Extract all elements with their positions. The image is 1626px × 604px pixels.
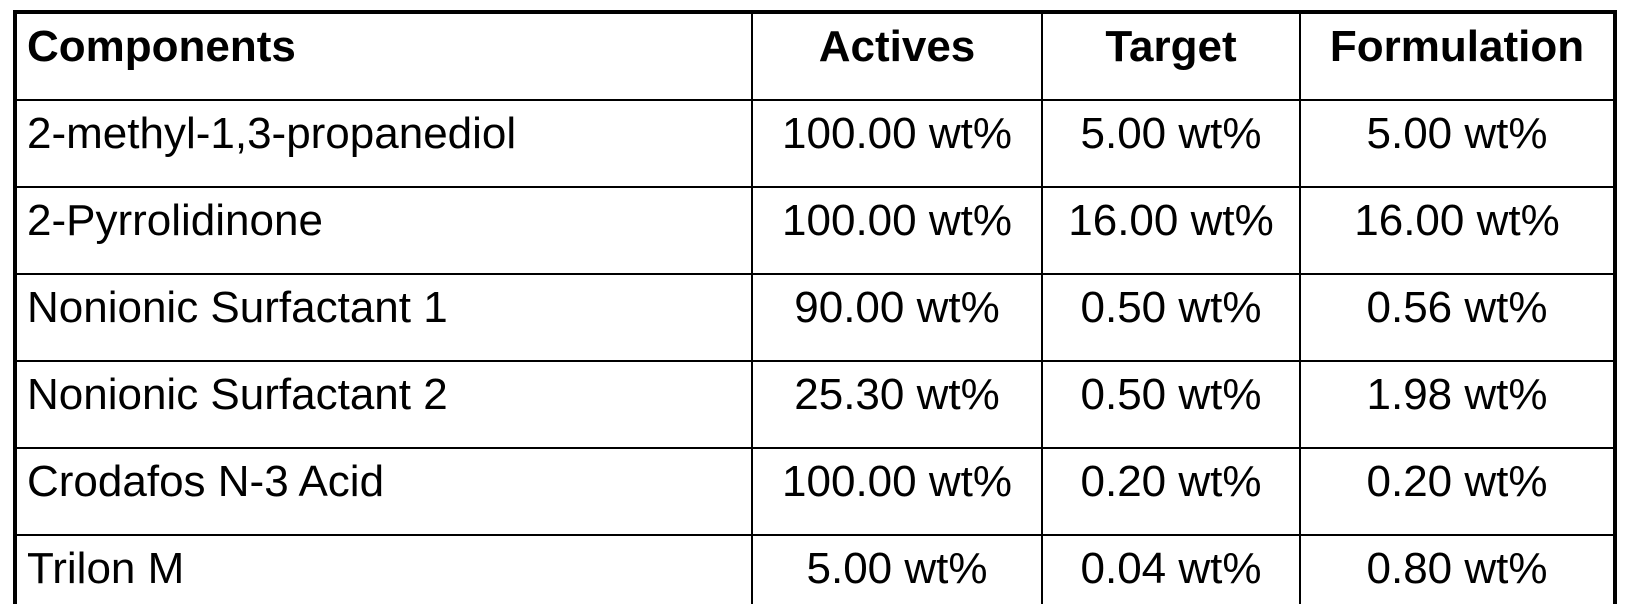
cell-target: 0.50 wt% (1041, 273, 1301, 362)
column-header-formulation: Formulation (1299, 11, 1616, 101)
cell-actives: 5.00 wt% (751, 534, 1043, 604)
column-header-components: Components (14, 11, 753, 101)
cell-component: Crodafos N-3 Acid (14, 447, 753, 536)
header-row: Components Actives Target Formulation (14, 11, 1616, 101)
cell-actives: 100.00 wt% (751, 447, 1043, 536)
cell-target: 0.50 wt% (1041, 360, 1301, 449)
cell-target: 0.20 wt% (1041, 447, 1301, 536)
cell-component: 2-Pyrrolidinone (14, 186, 753, 275)
cell-actives: 90.00 wt% (751, 273, 1043, 362)
cell-component: Trilon M (14, 534, 753, 604)
cell-actives: 100.00 wt% (751, 186, 1043, 275)
cell-target: 5.00 wt% (1041, 99, 1301, 188)
cell-component: Nonionic Surfactant 1 (14, 273, 753, 362)
cell-formulation: 0.80 wt% (1299, 534, 1616, 604)
cell-component: 2-methyl-1,3-propanediol (14, 99, 753, 188)
table-row: 2-methyl-1,3-propanediol 100.00 wt% 5.00… (14, 99, 1616, 188)
cell-formulation: 5.00 wt% (1299, 99, 1616, 188)
table-row: Nonionic Surfactant 1 90.00 wt% 0.50 wt%… (14, 273, 1616, 362)
cell-component: Nonionic Surfactant 2 (14, 360, 753, 449)
cell-actives: 25.30 wt% (751, 360, 1043, 449)
formulation-table: Components Actives Target Formulation 2-… (13, 10, 1617, 604)
cell-formulation: 0.56 wt% (1299, 273, 1616, 362)
table-row: 2-Pyrrolidinone 100.00 wt% 16.00 wt% 16.… (14, 186, 1616, 275)
cell-formulation: 0.20 wt% (1299, 447, 1616, 536)
column-header-target: Target (1041, 11, 1301, 101)
table-row: Nonionic Surfactant 2 25.30 wt% 0.50 wt%… (14, 360, 1616, 449)
table-row: Trilon M 5.00 wt% 0.04 wt% 0.80 wt% (14, 534, 1616, 604)
column-header-actives: Actives (751, 11, 1043, 101)
cell-formulation: 1.98 wt% (1299, 360, 1616, 449)
cell-target: 0.04 wt% (1041, 534, 1301, 604)
cell-actives: 100.00 wt% (751, 99, 1043, 188)
cell-target: 16.00 wt% (1041, 186, 1301, 275)
cell-formulation: 16.00 wt% (1299, 186, 1616, 275)
table-row: Crodafos N-3 Acid 100.00 wt% 0.20 wt% 0.… (14, 447, 1616, 536)
